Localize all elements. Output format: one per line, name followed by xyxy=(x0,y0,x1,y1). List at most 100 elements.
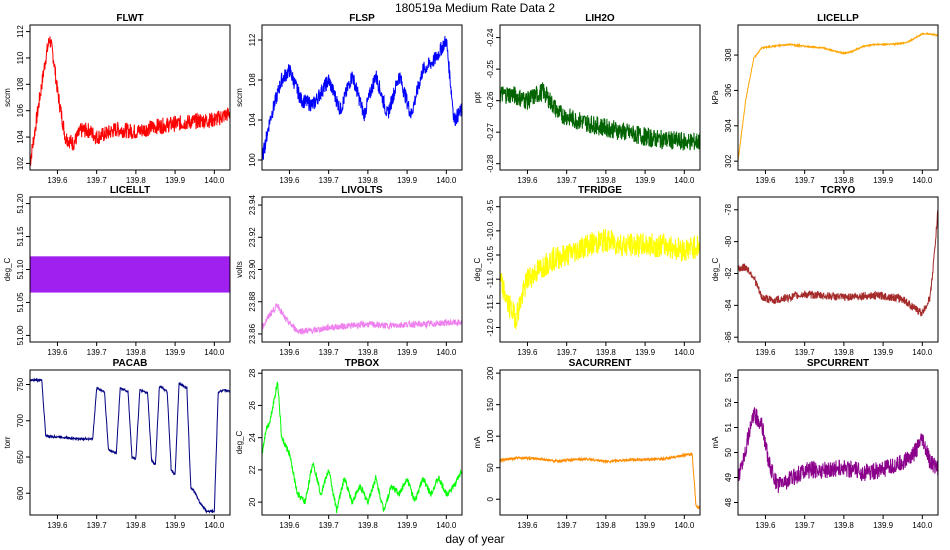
y-tick-label-tpbox: 24 xyxy=(248,433,257,442)
panel-tpbox: TPBOX 139.6 139.7 139.8 139.9 140.0 20 22 24 26 28… xyxy=(235,358,463,530)
panel-livolts: LIVOLTS 139.6 139.7 139.8 139.9 140.0 23.86 23.… xyxy=(235,185,463,357)
panel-title-licellp: LICELLP xyxy=(817,13,859,24)
panel-title-tcryo: TCRYO xyxy=(821,185,856,196)
x-tick-label-flsp: 139.9 xyxy=(397,176,418,185)
x-tick-label-licellp: 139.9 xyxy=(873,176,894,185)
x-tick-label-licellp: 139.8 xyxy=(834,176,855,185)
x-tick-label-licellt: 139.6 xyxy=(47,348,68,357)
panel-title-licellt: LICELLT xyxy=(110,185,150,196)
x-tick-label-livolts: 139.8 xyxy=(358,348,379,357)
plot-frame-livolts xyxy=(261,196,463,343)
series-line-tfridge xyxy=(500,228,700,330)
y-tick-label-lih2o: -0.27 xyxy=(486,123,495,142)
y-axis-label-pacab: torr xyxy=(3,436,12,448)
x-tick-label-spcurrent: 139.8 xyxy=(834,521,855,530)
series-line-pacab xyxy=(30,377,230,514)
series-line-tcryo xyxy=(738,208,938,317)
panel-lih2o: LIH2O 139.6 139.7 139.8 139.9 140.0 -0.28 -0.27… xyxy=(473,13,701,185)
y-tick-label-spcurrent: 51 xyxy=(724,423,733,432)
y-tick-label-licellp: 306 xyxy=(724,83,733,97)
y-tick-label-tpbox: 22 xyxy=(248,465,257,474)
panel-pacab: PACAB 139.6 139.7 139.8 139.9 140.0 600 650 700 7… xyxy=(3,358,231,530)
y-tick-label-lih2o: -0.24 xyxy=(486,28,495,47)
panel-title-tpbox: TPBOX xyxy=(345,358,380,369)
y-tick-label-livolts: 23.92 xyxy=(248,227,257,248)
y-tick-label-tcryo: -86 xyxy=(724,331,733,343)
x-tick-label-tfridge: 139.8 xyxy=(596,348,617,357)
series-line-lih2o xyxy=(500,82,700,151)
series-line-spcurrent xyxy=(738,407,938,494)
y-axis-label-flwt: sccm xyxy=(3,88,12,107)
y-tick-label-lih2o: -0.26 xyxy=(486,91,495,110)
plot-frame-lih2o xyxy=(499,24,701,171)
x-tick-label-licellp: 140.0 xyxy=(912,176,933,185)
y-tick-label-licellt: 51.05 xyxy=(16,292,25,313)
x-tick-label-livolts: 139.7 xyxy=(319,348,340,357)
y-axis-label-flsp: sccm xyxy=(235,88,244,107)
y-tick-label-spcurrent: 48 xyxy=(724,498,733,507)
y-tick-label-sacurrent: 50 xyxy=(486,463,495,472)
series-band-licellt xyxy=(30,256,230,293)
panel-licellp: LICELLP 139.6 139.7 139.8 139.9 140.0 302 304 30… xyxy=(711,13,939,185)
y-axis-label-sacurrent: mA xyxy=(473,436,482,449)
y-tick-label-lih2o: -0.25 xyxy=(486,59,495,78)
y-tick-label-flsp: 100 xyxy=(248,153,257,167)
x-tick-label-tpbox: 139.8 xyxy=(358,521,379,530)
y-tick-label-licellp: 302 xyxy=(724,154,733,168)
series-line-flwt xyxy=(30,36,230,166)
x-tick-label-lih2o: 139.8 xyxy=(596,176,617,185)
panel-title-flwt: FLWT xyxy=(116,13,143,24)
figure-title: 180519a Medium Rate Data 2 xyxy=(395,1,555,15)
plot-frame-sacurrent xyxy=(499,369,701,516)
x-tick-label-spcurrent: 139.7 xyxy=(795,521,816,530)
x-tick-label-licellt: 139.8 xyxy=(126,348,147,357)
x-tick-label-sacurrent: 140.0 xyxy=(674,521,695,530)
x-tick-label-tfridge: 139.9 xyxy=(635,348,656,357)
x-tick-label-flwt: 139.8 xyxy=(126,176,147,185)
y-tick-label-tfridge: -10.5 xyxy=(486,245,495,264)
x-tick-label-tfridge: 140.0 xyxy=(674,348,695,357)
plot-frame-tfridge xyxy=(499,196,701,343)
x-tick-label-licellt: 140.0 xyxy=(204,348,225,357)
x-tick-label-pacab: 139.9 xyxy=(165,521,186,530)
y-tick-label-livolts: 23.86 xyxy=(248,323,257,344)
x-tick-label-pacab: 139.8 xyxy=(126,521,147,530)
x-tick-label-spcurrent: 140.0 xyxy=(912,521,933,530)
x-tick-label-tcryo: 139.6 xyxy=(755,348,776,357)
y-tick-label-pacab: 600 xyxy=(16,486,25,500)
plot-frame-pacab xyxy=(29,369,231,516)
plot-frame-tcryo xyxy=(737,196,939,343)
y-tick-label-tfridge: -11.5 xyxy=(486,294,495,312)
x-tick-label-tcryo: 139.9 xyxy=(873,348,894,357)
x-tick-label-pacab: 139.7 xyxy=(87,521,108,530)
panel-title-tfridge: TFRIDGE xyxy=(578,185,622,196)
x-tick-label-flwt: 139.7 xyxy=(87,176,108,185)
x-tick-label-lih2o: 139.7 xyxy=(557,176,578,185)
y-tick-label-tcryo: -78 xyxy=(724,203,733,215)
y-tick-label-lih2o: -0.28 xyxy=(486,154,495,173)
y-tick-label-tfridge: -11.0 xyxy=(486,270,495,288)
y-tick-label-sacurrent: 0 xyxy=(486,496,495,501)
y-tick-label-livolts: 23.90 xyxy=(248,259,257,280)
y-tick-label-flsp: 104 xyxy=(248,113,257,127)
y-tick-label-tpbox: 20 xyxy=(248,497,257,506)
y-tick-label-licellt: 51.20 xyxy=(16,193,25,214)
x-tick-label-lih2o: 139.6 xyxy=(517,176,538,185)
series-line-sacurrent xyxy=(500,451,700,510)
y-axis-label-lih2o: ppt xyxy=(473,91,482,103)
y-tick-label-licellt: 51.00 xyxy=(16,325,25,346)
x-tick-label-sacurrent: 139.8 xyxy=(596,521,617,530)
x-tick-label-flsp: 139.6 xyxy=(279,176,300,185)
x-tick-label-licellt: 139.9 xyxy=(165,348,186,357)
y-tick-label-spcurrent: 53 xyxy=(724,373,733,382)
x-tick-label-tcryo: 139.7 xyxy=(795,348,816,357)
y-tick-label-sacurrent: 200 xyxy=(486,366,495,380)
x-tick-label-licellt: 139.7 xyxy=(87,348,108,357)
panel-title-pacab: PACAB xyxy=(113,358,148,369)
series-line-flsp xyxy=(262,36,462,162)
x-tick-label-flwt: 139.6 xyxy=(47,176,68,185)
x-tick-label-spcurrent: 139.9 xyxy=(873,521,894,530)
x-tick-label-sacurrent: 139.7 xyxy=(557,521,578,530)
y-tick-label-licellp: 308 xyxy=(724,48,733,62)
x-axis-label: day of year xyxy=(445,532,504,546)
